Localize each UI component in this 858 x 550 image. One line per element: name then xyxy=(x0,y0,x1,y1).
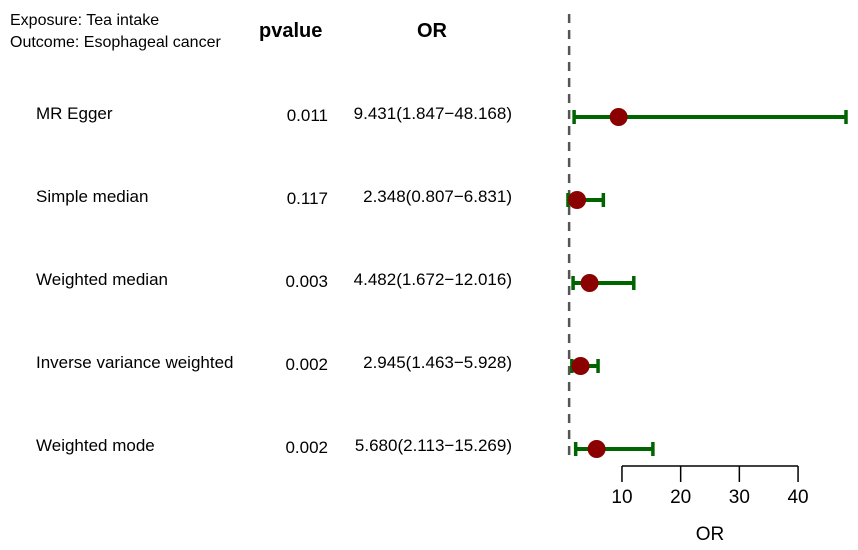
or-ci-cell: 2.348(0.807−6.831) xyxy=(363,187,512,206)
x-tick-label: 30 xyxy=(729,487,750,508)
pvalue-column-title: pvalue xyxy=(259,20,323,42)
x-axis-title: OR xyxy=(696,524,725,545)
or-point xyxy=(609,108,628,126)
or-ci-cell: 9.431(1.847−48.168) xyxy=(353,104,512,123)
method-label: MR Egger xyxy=(36,104,113,123)
pvalue-cell: 0.011 xyxy=(286,106,328,125)
or-column-title: OR xyxy=(417,20,447,42)
outcome-label: Outcome: Esophageal cancer xyxy=(10,34,221,51)
or-ci-cell: 4.482(1.672−12.016) xyxy=(353,270,512,289)
chart-header: Exposure: Tea intake Outcome: Esophageal… xyxy=(10,10,221,54)
pvalue-cell: 0.117 xyxy=(286,189,328,208)
or-ci-cell: 2.945(1.463−5.928) xyxy=(363,353,512,372)
pvalue-cell: 0.002 xyxy=(285,355,328,374)
x-tick-label: 10 xyxy=(611,487,632,508)
or-point xyxy=(580,274,599,292)
or-point xyxy=(568,191,587,209)
or-point xyxy=(587,440,606,458)
method-label: Inverse variance weighted xyxy=(36,353,234,372)
pvalue-cell: 0.002 xyxy=(285,438,328,457)
x-tick-label: 20 xyxy=(670,487,691,508)
or-point xyxy=(571,357,590,375)
or-ci-cell: 5.680(2.113−15.269) xyxy=(354,436,512,455)
method-label: Simple median xyxy=(36,187,149,206)
x-tick-label: 40 xyxy=(787,487,808,508)
method-label: Weighted mode xyxy=(36,436,155,455)
pvalue-cell: 0.003 xyxy=(285,272,328,291)
method-label: Weighted median xyxy=(36,270,168,289)
exposure-label: Exposure: Tea intake xyxy=(10,12,160,29)
